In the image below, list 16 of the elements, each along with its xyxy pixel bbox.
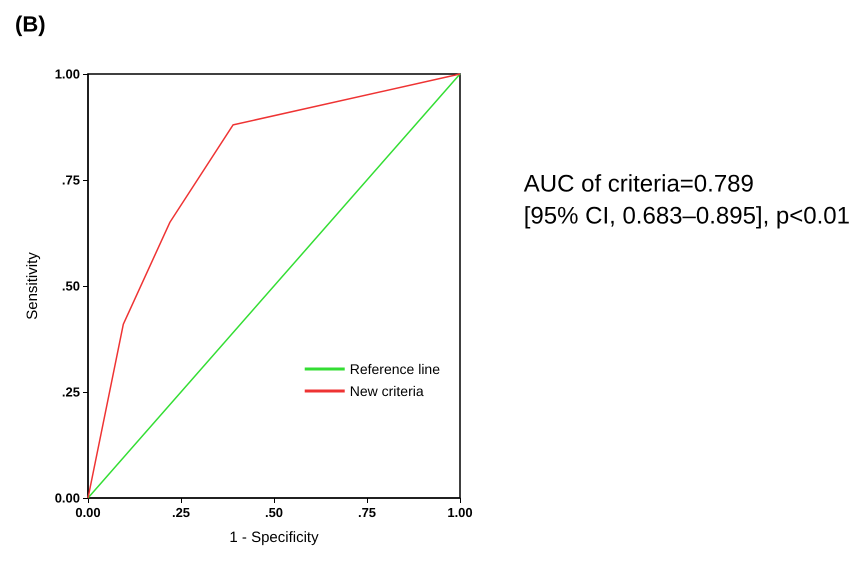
x-tick-label: 1.00 xyxy=(447,505,473,520)
text: AUC of criteria=0.789 [95% CI, 0.683–0.895], p<0.01 xyxy=(524,170,850,230)
x-axis-title: 1 - Specificity xyxy=(229,529,320,546)
chart-title: (B) xyxy=(15,12,46,36)
x-tick-label: .25 xyxy=(172,505,190,520)
y-axis-title: Sensitivity xyxy=(24,252,41,320)
legend-label: New criteria xyxy=(350,383,424,399)
x-tick-label: 0.00 xyxy=(75,505,101,520)
y-tick-label: 0.00 xyxy=(54,490,80,506)
y-tick-label: .75 xyxy=(62,172,80,188)
y-tick-label: .25 xyxy=(62,384,80,400)
x-tick-label: .75 xyxy=(358,505,376,520)
legend-label: Reference line xyxy=(350,361,440,377)
y-tick-label: .50 xyxy=(62,278,80,294)
x-tick-label: .50 xyxy=(264,505,284,520)
y-tick-label: 1.00 xyxy=(54,66,80,82)
